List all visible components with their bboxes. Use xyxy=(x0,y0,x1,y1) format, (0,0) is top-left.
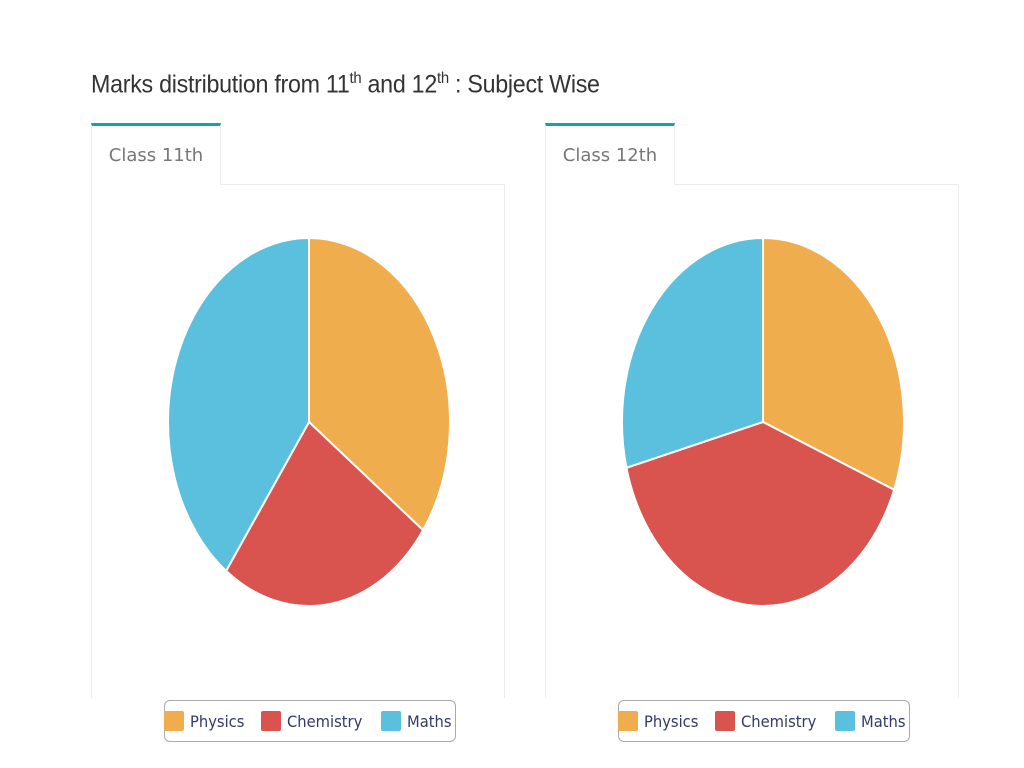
page-title: Marks distribution from 11th and 12th : … xyxy=(91,70,600,99)
chart-panel-class-11: Class 11th Physics Chemistry Maths xyxy=(91,123,505,742)
tab-class-11[interactable]: Class 11th xyxy=(91,123,221,185)
legend-item-chemistry[interactable]: Chemistry xyxy=(261,711,369,731)
legend-label-physics: Physics xyxy=(190,711,245,731)
legend-label-maths: Maths xyxy=(861,711,906,731)
legend-item-maths[interactable]: Maths xyxy=(835,711,909,731)
legend-label-chemistry: Chemistry xyxy=(741,711,817,731)
legend-swatch-physics xyxy=(618,711,639,731)
chart-legend: Physics Chemistry Maths xyxy=(164,700,456,742)
pie-chart-class-11 xyxy=(167,236,451,607)
legend-swatch-chemistry xyxy=(715,711,736,731)
legend-swatch-physics xyxy=(164,711,185,731)
chart-panel-class-12: Class 12th Physics Chemistry Maths xyxy=(545,123,959,742)
legend-swatch-maths xyxy=(835,711,856,731)
pie-slice-chemistry[interactable] xyxy=(224,420,425,607)
legend-label-physics: Physics xyxy=(644,711,699,731)
pie-slice-physics[interactable] xyxy=(762,236,905,492)
legend-item-maths[interactable]: Maths xyxy=(381,711,455,731)
pie-slice-maths[interactable] xyxy=(167,236,310,573)
legend-item-chemistry[interactable]: Chemistry xyxy=(715,711,823,731)
legend-label-maths: Maths xyxy=(407,711,452,731)
legend-swatch-maths xyxy=(381,711,402,731)
pie-chart-class-12 xyxy=(621,236,905,607)
legend-item-physics[interactable]: Physics xyxy=(164,711,249,731)
legend-swatch-chemistry xyxy=(261,711,282,731)
pie-slice-physics[interactable] xyxy=(308,236,451,532)
legend-item-physics[interactable]: Physics xyxy=(618,711,703,731)
pie-slice-chemistry[interactable] xyxy=(625,420,896,607)
chart-legend: Physics Chemistry Maths xyxy=(618,700,910,742)
tab-class-12[interactable]: Class 12th xyxy=(545,123,675,185)
pie-slice-maths[interactable] xyxy=(621,236,764,470)
tab-content-class-11: Physics Chemistry Maths xyxy=(91,184,505,742)
legend-label-chemistry: Chemistry xyxy=(287,711,363,731)
tab-content-class-12: Physics Chemistry Maths xyxy=(545,184,959,742)
